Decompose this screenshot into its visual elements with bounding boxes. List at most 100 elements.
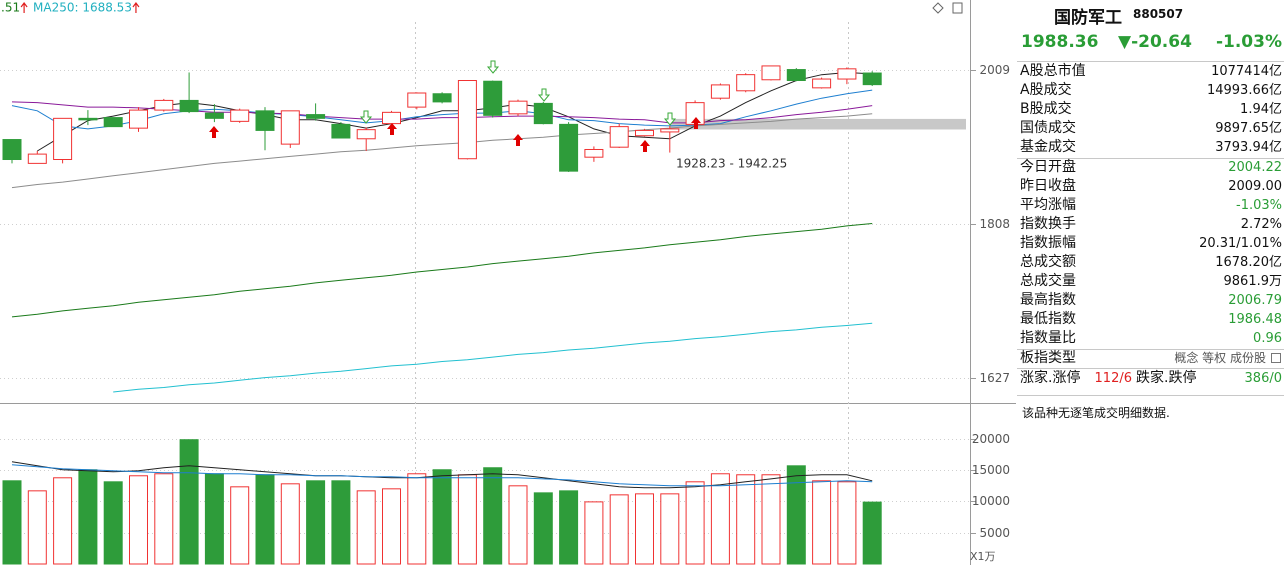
candle-body [812,78,832,89]
moving-average-line [113,322,873,393]
volume-bar [306,480,326,565]
row-label: A股成交 [1020,82,1072,98]
moving-average-line [11,223,873,318]
volume-bar [129,475,148,565]
volume-bar [457,474,477,565]
volume-bar [710,473,730,565]
diamond-icon[interactable] [932,2,944,14]
row-label: 指数量比 [1020,330,1076,346]
row-label: B股成交 [1020,101,1072,117]
volume-bar [230,486,250,565]
candle-body [204,112,224,119]
row-value: -1.03% [1236,198,1282,213]
quote-row: 指数量比 0.96 [1020,329,1282,348]
y-tick-label: 1808 [979,217,1010,231]
y-tick-label: 15000 [972,463,1010,477]
sell-signal [486,60,500,74]
candle-body [533,102,553,125]
candle-body [382,111,401,125]
row-value: 1.94亿 [1240,102,1282,117]
candle-body [609,126,629,148]
candle-body [356,129,376,140]
row-value: 1986.48 [1228,312,1282,327]
index-name: 国防军工 [1054,8,1122,28]
buy-signal [513,134,523,146]
row-value: 20.31/1.01% [1199,236,1282,251]
candle-body [27,153,47,164]
tick-message: 该品种无逐笔成交明细数据. [1022,406,1170,420]
volume-bar [407,473,427,565]
row-value: 9897.65亿 [1215,121,1282,136]
moving-average-line [11,464,873,487]
volume-bar [204,473,224,565]
row-value: 2006.79 [1228,293,1282,308]
candle-body [786,69,806,82]
buy-signal [640,140,650,152]
last-price: 1988.36 [1021,32,1099,52]
row-label: 最高指数 [1020,292,1076,308]
row-label: 指数振幅 [1020,235,1076,251]
quote-row: A股成交 14993.66亿 [1020,81,1282,100]
row-value: 9861.9万 [1223,274,1283,289]
moving-average-line [11,461,873,489]
index-code: 880507 [1133,7,1184,21]
y-tick-label: 10000 [972,494,1010,508]
row-label: 国债成交 [1020,120,1076,136]
candle-body [331,123,351,139]
quote-row: 总成交额 1678.20亿 [1020,253,1282,272]
volume-bar [103,481,123,565]
row-value: 3793.94亿 [1215,140,1282,155]
up-value: 112/6 [1094,371,1132,386]
quote-row: 指数振幅 20.31/1.01% [1020,234,1282,253]
volume-bar [584,501,604,565]
volume-bar [179,439,199,565]
chart-area: .51 MA250: 1688.53 2009 1808 1627 1928.23 -… [0,0,1016,565]
sell-signal [663,112,677,126]
y-tick-label: 20000 [972,432,1010,446]
row-value: 2009.00 [1228,179,1282,194]
volume-bar [837,481,857,565]
volume-bar [255,474,275,565]
volume-bar [27,490,47,565]
sell-signal [537,88,551,102]
y-tick-label: 5000 [979,526,1010,540]
volume-bar [685,481,705,565]
quote-row: A股总市值 1077414亿 [1020,62,1282,81]
volume-bar [559,490,579,565]
volume-bar [280,483,300,565]
volume-bar [78,469,98,565]
divider [1017,158,1284,159]
quote-row: 基金成交 3793.94亿 [1020,138,1282,157]
candle-body [761,65,781,81]
candle-body [736,74,756,92]
row-label: 指数换手 [1020,216,1076,232]
moving-average-line [11,113,873,189]
candle-body [559,123,579,172]
row-label: 最低指数 [1020,311,1076,327]
candle-body [129,109,148,129]
volume-bar [736,474,756,565]
up-label: 涨家.涨停 [1020,370,1081,386]
row-value: 2.72% [1240,217,1282,232]
divider [1017,395,1284,396]
quote-row: 国债成交 9897.65亿 [1020,119,1282,138]
y-tick-label: 1627 [979,371,1010,385]
volume-bar [508,485,528,565]
candle-body [103,117,123,128]
volume-bar [331,480,351,565]
row-label: A股总市值 [1020,63,1086,79]
quote-row: 今日开盘 2004.22 [1020,158,1282,177]
up-arrow [132,1,140,13]
candle-body [78,117,98,121]
candle-body [483,80,503,116]
row-value: 1678.20亿 [1215,255,1282,270]
window-icon[interactable] [952,2,963,14]
board-type-value: 概念 等权 成份股 [1174,351,1266,365]
candle-body [255,110,275,131]
divider [1017,349,1284,350]
candle-body [230,109,250,122]
row-value: 2004.22 [1228,160,1282,175]
volume-bar [483,467,503,565]
ma250-legend: MA250: 1688.53 [33,1,132,15]
